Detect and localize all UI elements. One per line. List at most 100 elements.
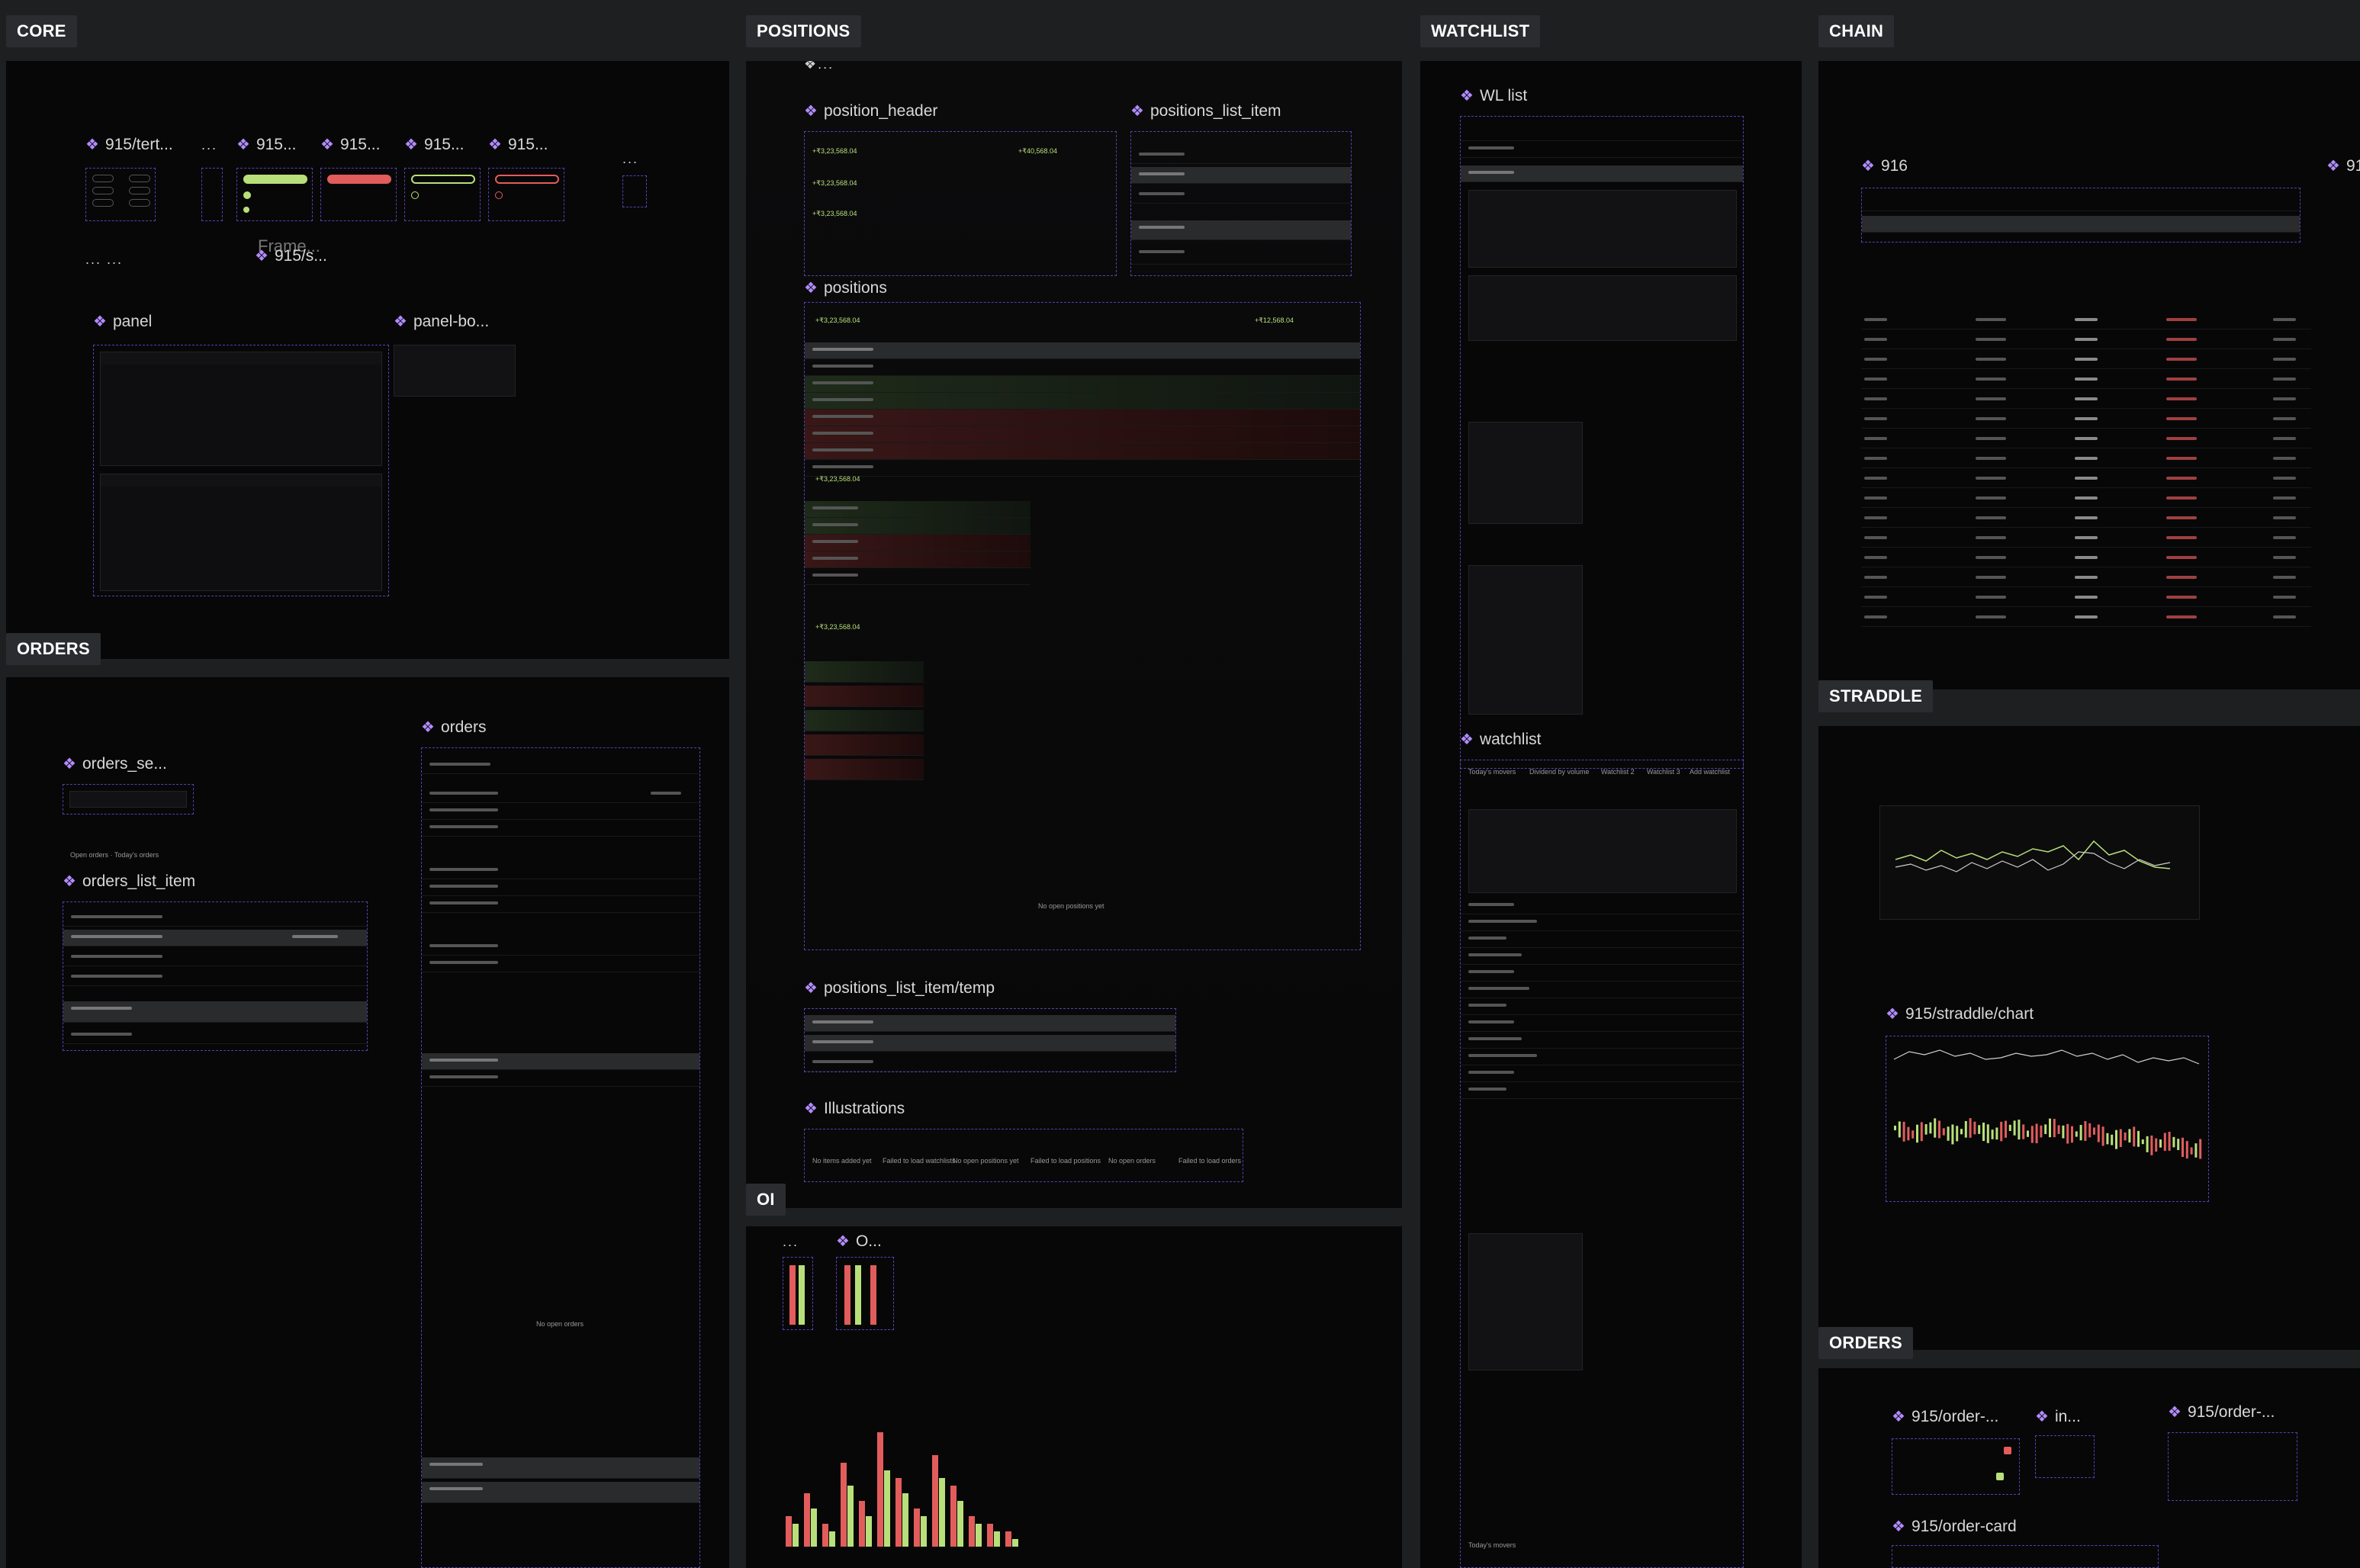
component-positions[interactable]: ❖ positions: [804, 279, 887, 297]
component-in[interactable]: ❖ in...: [2035, 1408, 2081, 1425]
table-row[interactable]: [422, 896, 699, 913]
tert-button[interactable]: [129, 199, 150, 207]
component-panel[interactable]: ❖ panel: [93, 313, 153, 330]
component-orders[interactable]: ❖ orders: [421, 718, 487, 736]
list-item[interactable]: [1461, 965, 1743, 982]
chain-row[interactable]: [1862, 216, 2300, 233]
watchlist-tab[interactable]: Dividend by volume: [1529, 768, 1590, 776]
table-row[interactable]: [805, 568, 1030, 585]
table-row[interactable]: [422, 1457, 699, 1479]
component-91[interactable]: ❖ 91: [2326, 157, 2360, 175]
component-watchlist[interactable]: ❖ watchlist: [1460, 731, 1542, 748]
tert-button[interactable]: [92, 199, 114, 207]
chain-row[interactable]: [1861, 491, 2311, 508]
chain-row[interactable]: [1861, 392, 2311, 409]
component-illustrations[interactable]: ❖ Illustrations: [804, 1100, 905, 1117]
table-row[interactable]: [63, 969, 367, 986]
tert-button[interactable]: [92, 187, 114, 194]
list-item[interactable]: [1461, 898, 1743, 914]
table-row[interactable]: [805, 1035, 1175, 1052]
chain-row[interactable]: [1861, 352, 2311, 369]
chain-row[interactable]: [1861, 590, 2311, 607]
table-row[interactable]: [805, 518, 1030, 535]
table-row[interactable]: [422, 863, 699, 879]
component-o[interactable]: ❖ O...: [836, 1232, 882, 1250]
component-916[interactable]: ❖ 916: [1861, 157, 1908, 175]
component-wl-list[interactable]: ❖ WL list: [1460, 87, 1528, 104]
chain-row[interactable]: [1861, 412, 2311, 429]
watchlist-tab[interactable]: Today's movers: [1468, 1541, 1516, 1549]
table-row[interactable]: [422, 956, 699, 972]
table-row[interactable]: [63, 930, 367, 946]
watchlist-tab[interactable]: Today's movers: [1468, 768, 1516, 776]
sell-button[interactable]: [327, 175, 391, 184]
list-item[interactable]: [1461, 1015, 1743, 1032]
component-orders-list-item[interactable]: ❖ orders_list_item: [63, 872, 196, 890]
chain-row[interactable]: [1862, 194, 2300, 211]
table-row[interactable]: [1131, 245, 1351, 265]
watchlist-tab[interactable]: Add watchlist: [1690, 768, 1731, 776]
table-row[interactable]: [1131, 187, 1351, 204]
chain-row[interactable]: [1861, 551, 2311, 567]
component-straddle-chart[interactable]: ❖ 915/straddle/chart: [1886, 1005, 2034, 1023]
list-item[interactable]: [1461, 982, 1743, 998]
chain-row[interactable]: [1861, 471, 2311, 488]
component-915-2[interactable]: ❖ 915...: [320, 136, 381, 153]
chain-row[interactable]: [1861, 313, 2311, 329]
table-row[interactable]: [63, 1027, 367, 1044]
table-row[interactable]: [422, 1053, 699, 1070]
tert-button[interactable]: [129, 187, 150, 194]
chain-row[interactable]: [1861, 531, 2311, 548]
component-915-4[interactable]: ❖ 915...: [488, 136, 548, 153]
chain-row[interactable]: [1861, 511, 2311, 528]
table-row[interactable]: [805, 376, 1360, 393]
table-row[interactable]: [805, 1015, 1175, 1032]
tert-button[interactable]: [129, 175, 150, 182]
table-row[interactable]: [805, 710, 924, 731]
watchlist-tab[interactable]: Watchlist 3: [1647, 768, 1680, 776]
component-order-b[interactable]: ❖ 915/order-...: [2168, 1403, 2275, 1421]
table-row[interactable]: [805, 759, 924, 780]
component-order-card[interactable]: ❖ 915/order-card: [1892, 1518, 2017, 1535]
table-row[interactable]: [63, 949, 367, 966]
list-item[interactable]: [1461, 141, 1743, 158]
table-row[interactable]: [805, 686, 924, 707]
component-orders-se[interactable]: ❖ orders_se...: [63, 755, 167, 773]
table-row[interactable]: [805, 501, 1030, 518]
table-row[interactable]: [63, 1001, 367, 1023]
buy-outline-button[interactable]: [411, 175, 475, 184]
table-row[interactable]: [1131, 220, 1351, 240]
chain-row[interactable]: [1861, 333, 2311, 349]
chain-row[interactable]: [1861, 432, 2311, 448]
table-row[interactable]: [805, 661, 924, 683]
table-row[interactable]: [805, 551, 1030, 568]
orders-search-input[interactable]: [69, 791, 187, 808]
table-row[interactable]: [1131, 167, 1351, 184]
list-item[interactable]: [1461, 1082, 1743, 1099]
component-915-3[interactable]: ❖ 915...: [404, 136, 465, 153]
chain-row[interactable]: [1861, 570, 2311, 587]
component-order-a[interactable]: ❖ 915/order-...: [1892, 1408, 1999, 1425]
table-row[interactable]: [805, 734, 924, 756]
component-positions-temp[interactable]: ❖ positions_list_item/temp: [804, 979, 995, 997]
list-item[interactable]: [1461, 1032, 1743, 1049]
chain-row[interactable]: [1861, 372, 2311, 389]
list-item[interactable]: [1461, 165, 1743, 182]
list-item[interactable]: [1461, 1065, 1743, 1082]
chain-row[interactable]: [1861, 610, 2311, 627]
table-row[interactable]: [805, 460, 1360, 477]
table-row[interactable]: [805, 426, 1360, 443]
list-item[interactable]: [1461, 931, 1743, 948]
table-row[interactable]: [805, 342, 1360, 359]
table-row[interactable]: [805, 1055, 1175, 1072]
buy-button[interactable]: [243, 175, 307, 184]
chain-row[interactable]: [1861, 451, 2311, 468]
table-row[interactable]: [422, 820, 699, 837]
table-row[interactable]: [1131, 147, 1351, 164]
tert-button[interactable]: [92, 175, 114, 182]
orders-tab[interactable]: Open orders · Today's orders: [70, 851, 159, 859]
table-row[interactable]: [805, 410, 1360, 426]
sell-outline-button[interactable]: [495, 175, 559, 184]
table-row[interactable]: [422, 1482, 699, 1503]
component-tert[interactable]: ❖ 915/tert...: [85, 136, 173, 153]
